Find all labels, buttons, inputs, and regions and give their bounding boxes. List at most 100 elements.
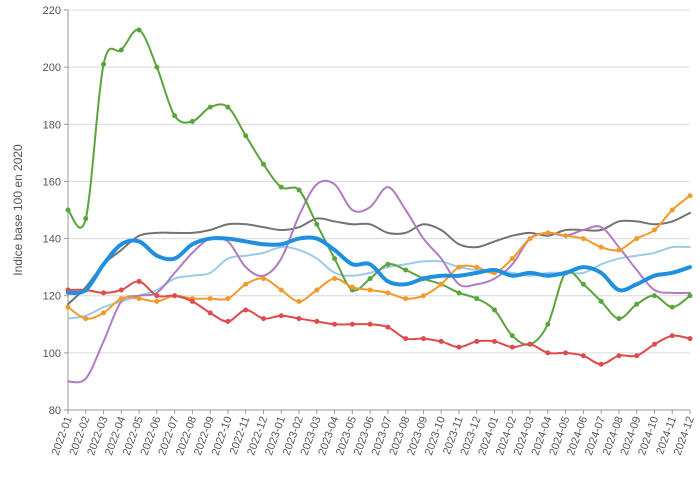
series-marker bbox=[456, 344, 462, 350]
series-marker bbox=[651, 341, 657, 347]
series-marker bbox=[474, 264, 480, 270]
series-marker bbox=[367, 287, 373, 293]
series-marker bbox=[207, 310, 213, 316]
series-marker bbox=[456, 290, 462, 296]
series-marker bbox=[669, 207, 675, 213]
series-marker bbox=[616, 316, 622, 322]
series-marker bbox=[509, 256, 515, 262]
series-marker bbox=[687, 293, 693, 299]
series-marker bbox=[634, 353, 640, 359]
series-marker bbox=[420, 293, 426, 299]
series-marker bbox=[101, 310, 107, 316]
series-marker bbox=[651, 227, 657, 233]
series-marker bbox=[136, 278, 142, 284]
series-marker bbox=[598, 361, 604, 367]
series-line bbox=[67, 179, 691, 384]
series-marker bbox=[296, 298, 302, 304]
series-marker bbox=[527, 236, 533, 242]
series-marker bbox=[492, 338, 498, 344]
series-marker bbox=[225, 318, 231, 324]
series-marker bbox=[260, 161, 266, 167]
series-marker bbox=[385, 261, 391, 267]
series-marker bbox=[278, 287, 284, 293]
series-marker bbox=[669, 304, 675, 310]
series-marker bbox=[154, 64, 160, 70]
series-marker bbox=[687, 193, 693, 199]
series-marker bbox=[438, 281, 444, 287]
series-marker bbox=[456, 264, 462, 270]
series-marker bbox=[367, 276, 373, 282]
y-tick-label: 140 bbox=[43, 234, 61, 246]
series-marker bbox=[580, 281, 586, 287]
series-marker bbox=[83, 216, 89, 222]
series-marker bbox=[243, 307, 249, 313]
series-marker bbox=[545, 321, 551, 327]
series-marker bbox=[563, 233, 569, 239]
series-marker bbox=[172, 293, 178, 299]
series-marker bbox=[669, 333, 675, 339]
series-marker bbox=[154, 298, 160, 304]
series-marker bbox=[207, 296, 213, 302]
series-marker bbox=[545, 230, 551, 236]
series-marker bbox=[296, 316, 302, 322]
series-marker bbox=[634, 236, 640, 242]
series-marker bbox=[492, 307, 498, 313]
y-tick-label: 200 bbox=[43, 62, 61, 74]
series-marker bbox=[65, 304, 71, 310]
series-marker bbox=[527, 341, 533, 347]
series-marker bbox=[189, 298, 195, 304]
series-marker bbox=[580, 236, 586, 242]
series-marker bbox=[403, 296, 409, 302]
series-marker bbox=[83, 316, 89, 322]
series-marker bbox=[225, 296, 231, 302]
series-marker bbox=[634, 301, 640, 307]
y-tick-label: 120 bbox=[43, 291, 61, 303]
series-marker bbox=[136, 296, 142, 302]
series-marker bbox=[509, 333, 515, 339]
series-marker bbox=[563, 350, 569, 356]
y-axis-label: Indice base 100 en 2020 bbox=[11, 144, 25, 276]
series-marker bbox=[189, 118, 195, 124]
y-tick-label: 160 bbox=[43, 176, 61, 188]
series-marker bbox=[101, 61, 107, 67]
series-marker bbox=[474, 338, 480, 344]
series-marker bbox=[314, 221, 320, 227]
series-marker bbox=[260, 276, 266, 282]
y-tick-label: 180 bbox=[43, 119, 61, 131]
series-marker bbox=[314, 287, 320, 293]
series-marker bbox=[101, 290, 107, 296]
series-marker bbox=[474, 296, 480, 302]
series-marker bbox=[616, 353, 622, 359]
series-marker bbox=[65, 207, 71, 213]
series-marker bbox=[687, 336, 693, 342]
series-marker bbox=[420, 336, 426, 342]
series-marker bbox=[403, 336, 409, 342]
series-marker bbox=[278, 184, 284, 190]
series-marker bbox=[509, 344, 515, 350]
series-marker bbox=[207, 104, 213, 110]
series-marker bbox=[545, 350, 551, 356]
series-marker bbox=[314, 318, 320, 324]
series-marker bbox=[332, 321, 338, 327]
series-line bbox=[66, 235, 692, 296]
series-marker bbox=[118, 296, 124, 302]
series-marker bbox=[278, 313, 284, 319]
series-marker bbox=[580, 353, 586, 359]
series-marker bbox=[225, 104, 231, 110]
series-marker bbox=[651, 293, 657, 299]
series-marker bbox=[403, 267, 409, 273]
y-tick-label: 80 bbox=[49, 405, 61, 417]
series-marker bbox=[438, 338, 444, 344]
y-tick-label: 220 bbox=[43, 5, 61, 17]
series-marker bbox=[616, 247, 622, 253]
series-marker bbox=[349, 321, 355, 327]
series-line bbox=[67, 280, 691, 366]
series-marker bbox=[136, 27, 142, 33]
series-marker bbox=[367, 321, 373, 327]
series-marker bbox=[332, 256, 338, 262]
series-marker bbox=[260, 316, 266, 322]
series-marker bbox=[118, 47, 124, 53]
series-marker bbox=[349, 284, 355, 290]
